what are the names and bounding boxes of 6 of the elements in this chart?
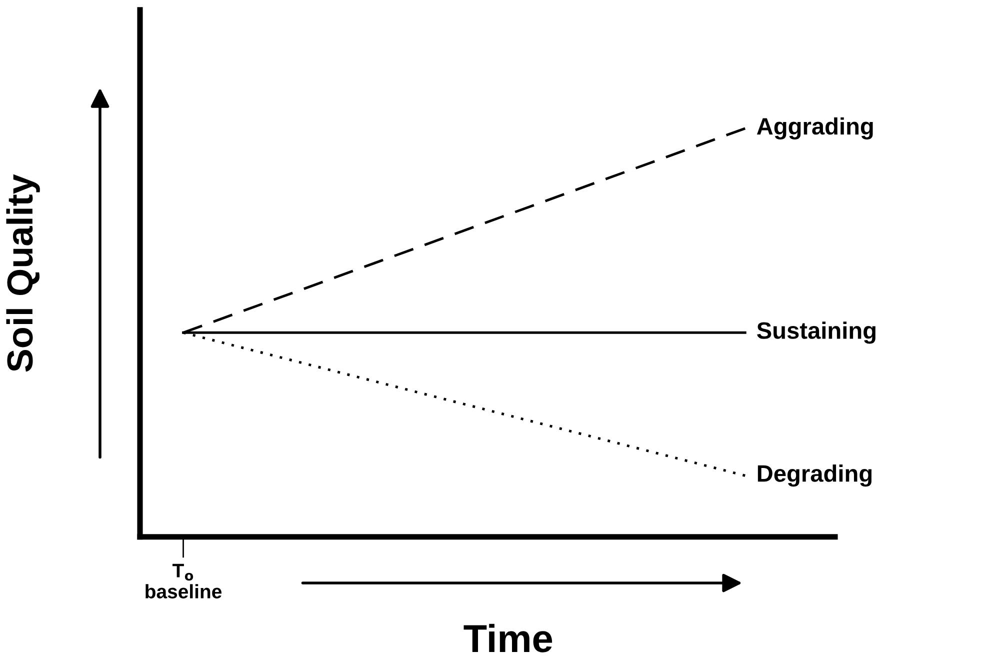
series-label: Sustaining: [757, 322, 876, 344]
text: T$_{o}$ baseline: [146, 564, 222, 598]
series-label: Degrading: [758, 464, 872, 487]
x-axis-title: Time: [464, 624, 552, 652]
series-label: Aggrading: [756, 117, 873, 140]
y-axis-title: Soil Quality: [6, 174, 40, 372]
